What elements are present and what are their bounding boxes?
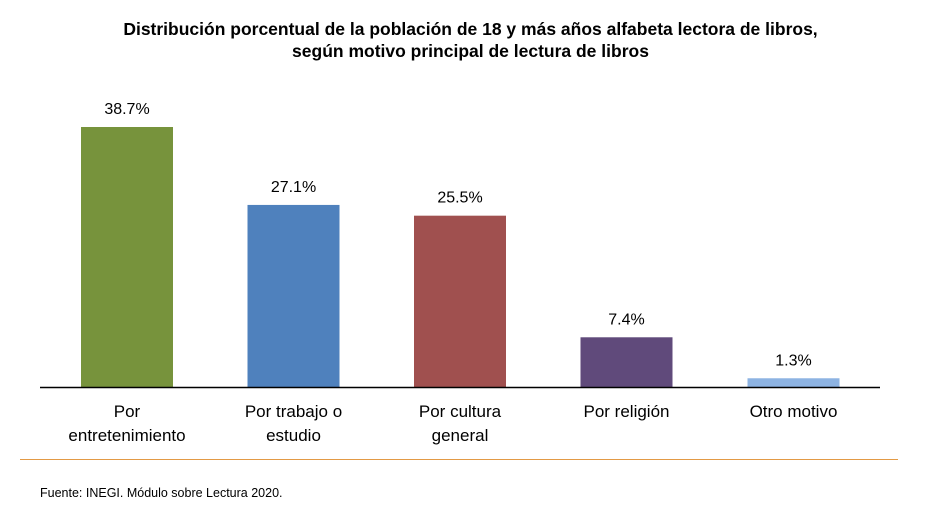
bar [747, 378, 840, 387]
data-label: 27.1% [271, 179, 316, 196]
category-label: Por religión [584, 402, 670, 421]
category-label: Por cultura [419, 402, 502, 421]
data-label: 1.3% [775, 352, 811, 369]
category-label: entretenimiento [68, 426, 185, 445]
source-note: Fuente: INEGI. Módulo sobre Lectura 2020… [40, 486, 283, 500]
category-label: general [432, 426, 489, 445]
chart-title-line-1: Distribución porcentual de la población … [123, 19, 818, 39]
chart-title: Distribución porcentual de la población … [0, 18, 941, 62]
bar [81, 127, 173, 387]
chart-title-line-2: según motivo principal de lectura de lib… [292, 41, 649, 61]
category-label: Por trabajo o [245, 402, 342, 421]
data-label: 25.5% [437, 190, 482, 207]
bar [247, 204, 340, 387]
category-label: estudio [266, 426, 321, 445]
category-label: Otro motivo [750, 402, 838, 421]
category-label: Por [114, 402, 141, 421]
data-label: 38.7% [104, 101, 149, 118]
bar [414, 215, 506, 387]
bar [580, 337, 673, 387]
data-label: 7.4% [608, 311, 644, 328]
